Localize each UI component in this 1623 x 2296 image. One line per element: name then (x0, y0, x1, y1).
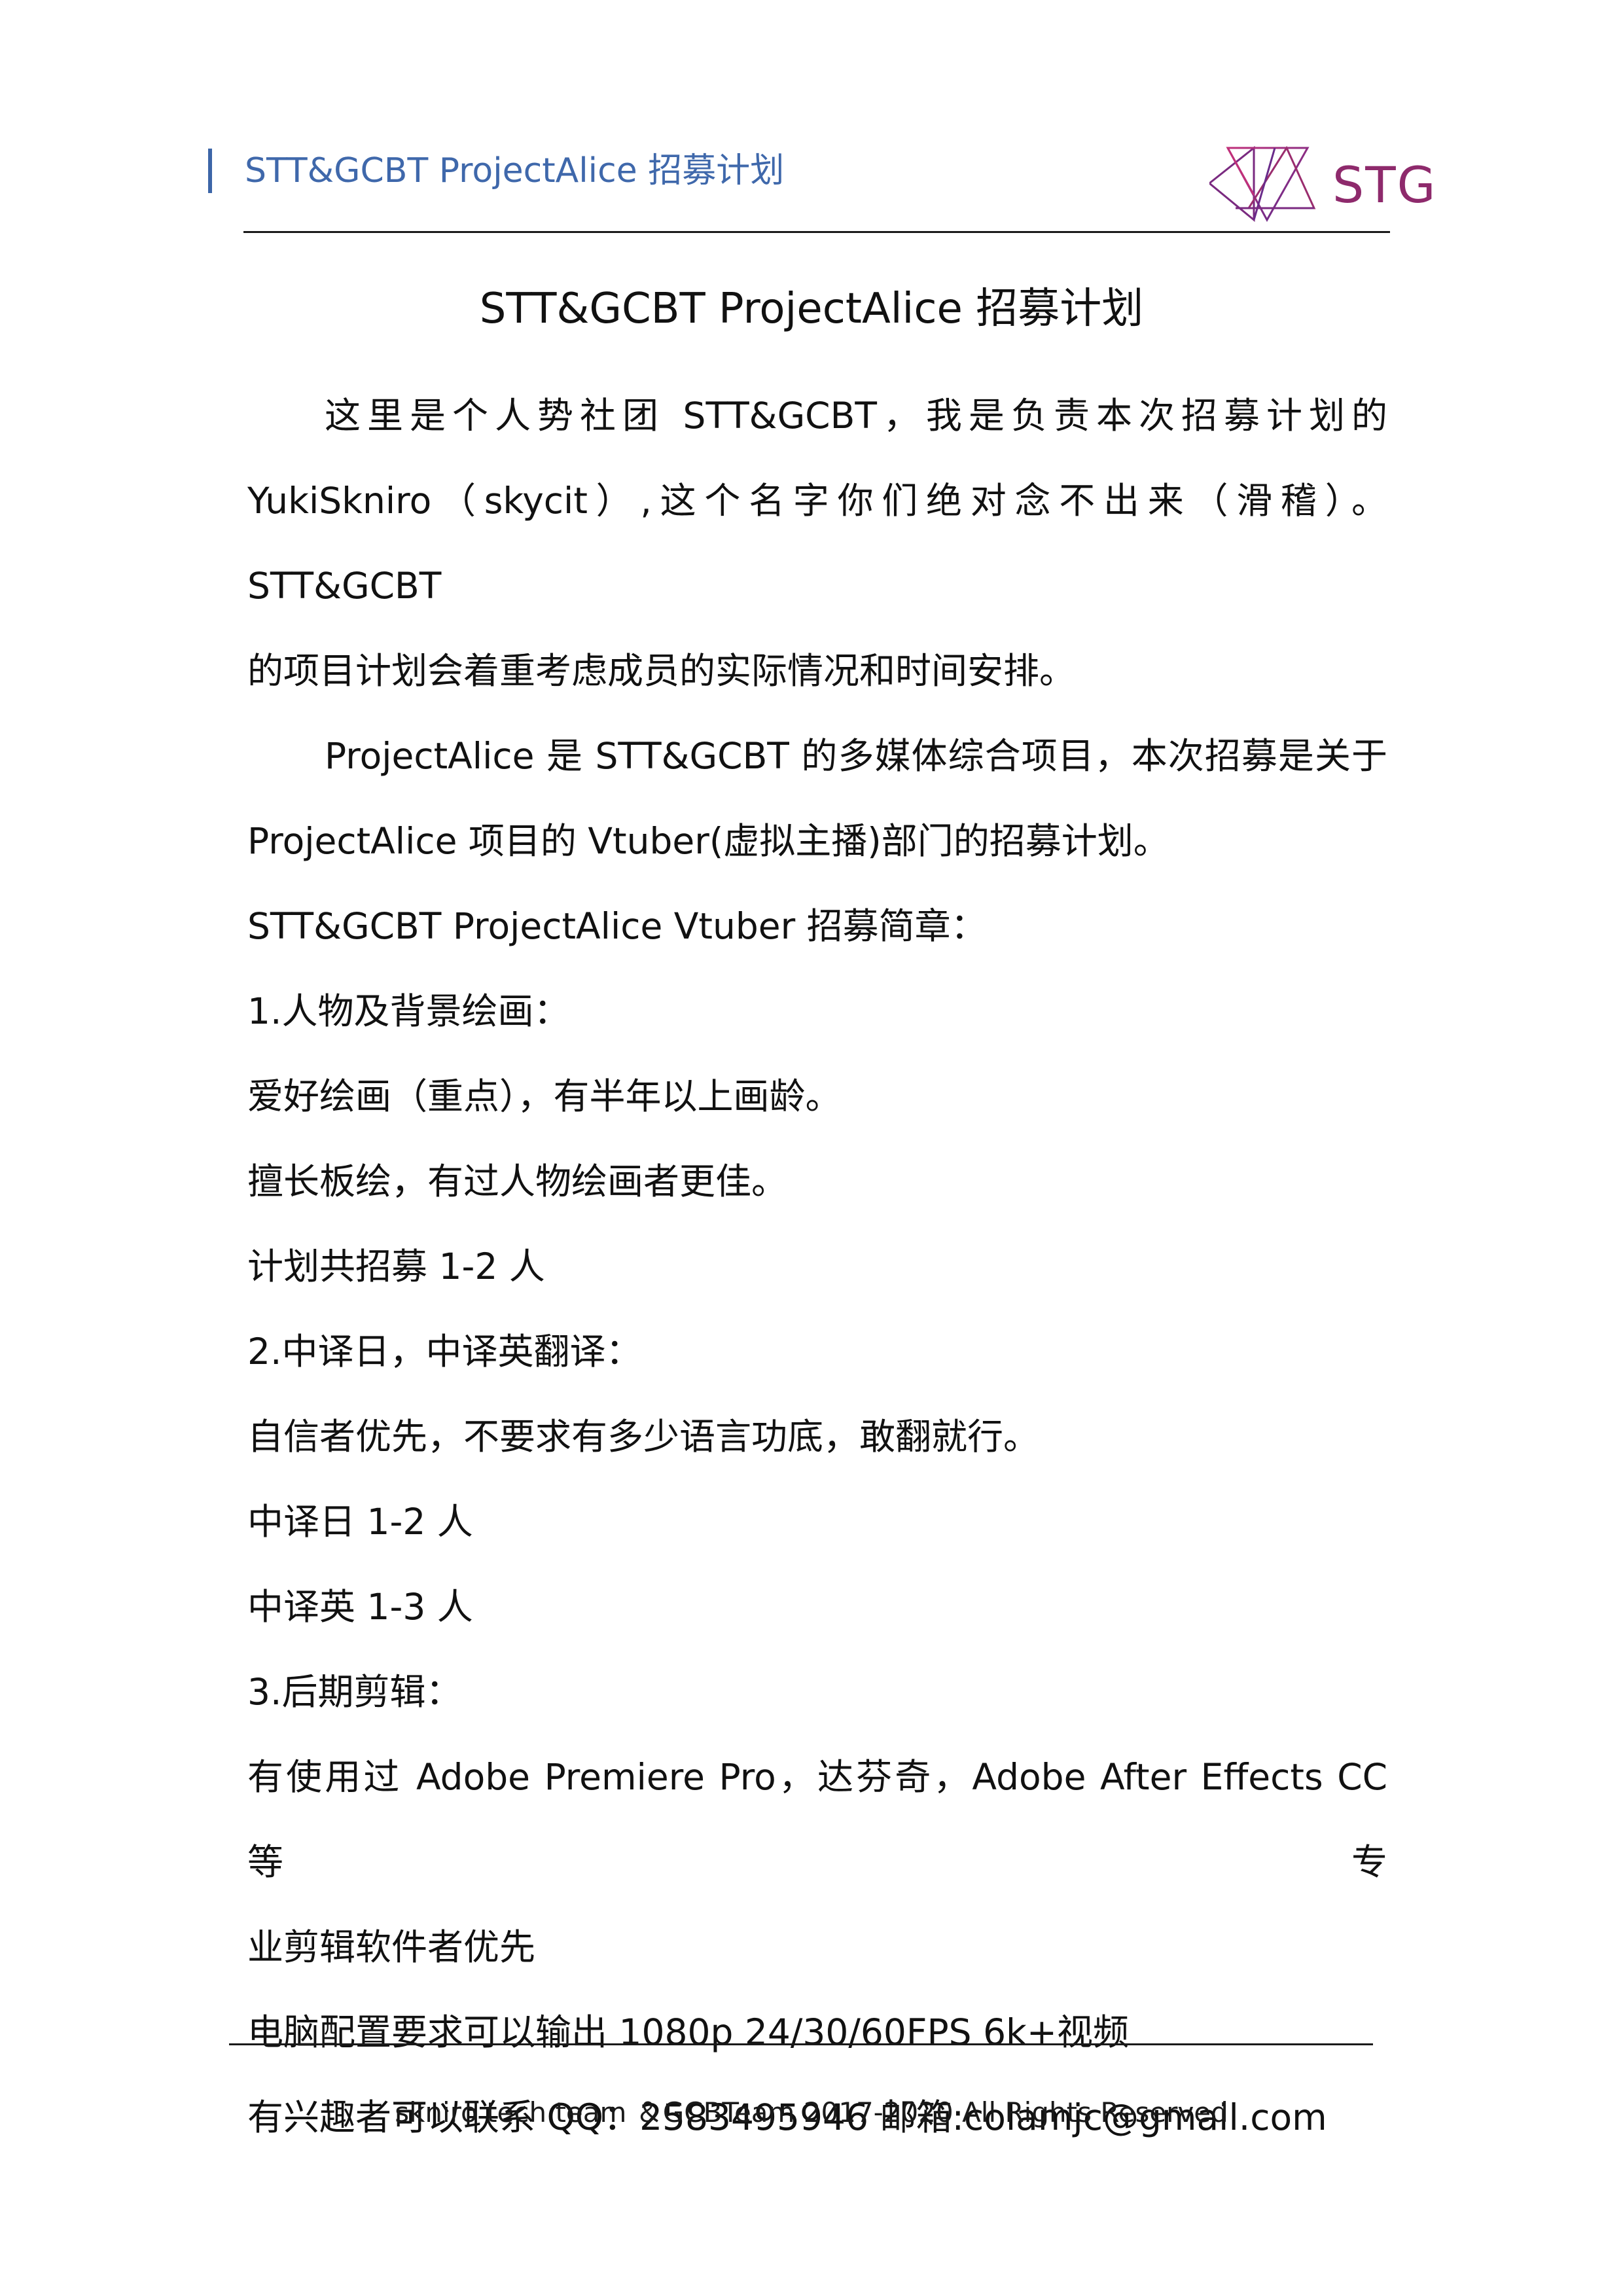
paragraph: 自信者优先，不要求有多少语言功底，敢翻就行。 (247, 1416, 1040, 1458)
header-accent-bar (208, 149, 212, 193)
paragraph: 这里是个人势社团 STT&GCBT，我是负责本次招募计划的 (325, 395, 1387, 437)
contact-line: 有兴趣者可以联系 QQ：2583495946 邮箱:colamjc@gmail.… (247, 2096, 1327, 2138)
paragraph: 电脑配置要求可以输出 1080p 24/30/60FPS 6k+视频 (247, 2011, 1129, 2053)
section-heading: 1.人物及背景绘画： (247, 990, 570, 1032)
paragraph: 中译日 1-2 人 (247, 1501, 473, 1543)
header-divider (243, 231, 1390, 233)
stg-logo: STG (1209, 143, 1436, 224)
paragraph: 业剪辑软件者优先 (247, 1926, 536, 1968)
paragraph: ProjectAlice 项目的 Vtuber(虚拟主播)部门的招募计划。 (247, 820, 1169, 862)
section-heading: 3.后期剪辑： (247, 1671, 462, 1713)
paragraph: 的项目计划会着重考虑成员的实际情况和时间安排。 (247, 650, 1076, 692)
triangle-logo-icon (1209, 145, 1316, 223)
paragraph: 有使用过 Adobe Premiere Pro，达芬奇，Adobe After … (247, 1756, 1387, 1883)
section-heading: 2.中译日，中译英翻译： (247, 1331, 642, 1372)
logo-text: STG (1332, 156, 1437, 214)
footer-divider (229, 2043, 1373, 2045)
paragraph: 擅长板绘，有过人物绘画者更佳。 (247, 1160, 788, 1202)
paragraph: ProjectAlice 是 STT&GCBT 的多媒体综合项目，本次招募是关于 (325, 735, 1387, 777)
header-title: STT&GCBT ProjectAlice 招募计划 (245, 151, 785, 190)
paragraph: 计划共招募 1-2 人 (247, 1246, 545, 1287)
section-heading: STT&GCBT ProjectAlice Vtuber 招募简章： (247, 905, 987, 947)
footer-copyright: skniro tech team ＆GCBTeam 2017-2020 All … (395, 2096, 1228, 2128)
paragraph: 爱好绘画（重点），有半年以上画龄。 (247, 1075, 842, 1117)
document-body: 这里是个人势社团 STT&GCBT，我是负责本次招募计划的 YukiSkniro… (247, 373, 1387, 2160)
paragraph: YukiSkniro（skycit）,这个名字你们绝对念不出来（滑稽）。STT&… (247, 480, 1387, 607)
paragraph: 中译英 1-3 人 (247, 1586, 473, 1628)
document-title: STT&GCBT ProjectAlice 招募计划 (479, 285, 1144, 333)
